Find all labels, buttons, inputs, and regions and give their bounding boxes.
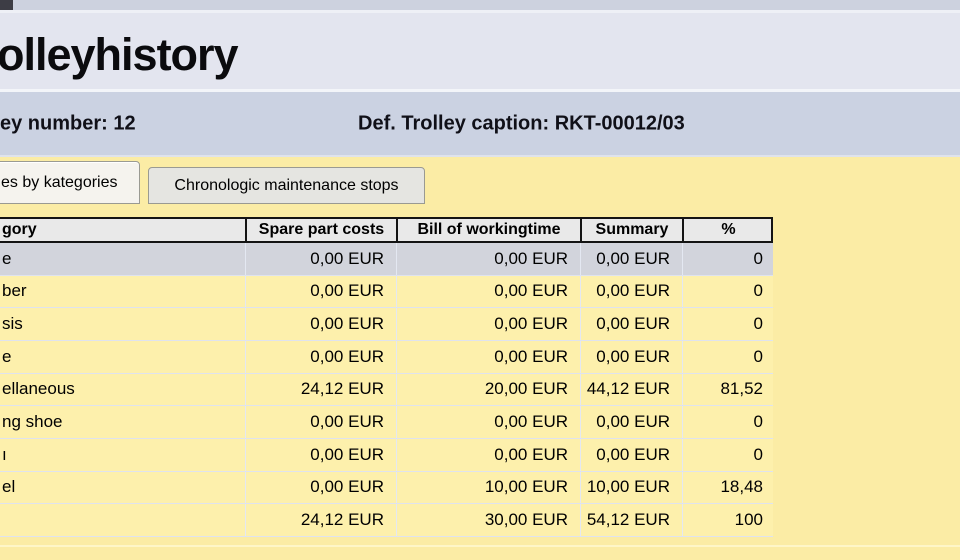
cell-bill: 0,00 EUR (396, 275, 580, 308)
table-row[interactable]: ellaneous 24,12 EUR 20,00 EUR 44,12 EUR … (0, 373, 773, 407)
cell-bill: 0,00 EUR (396, 340, 580, 373)
tab-label: Chronologic maintenance stops (174, 176, 399, 194)
header-category[interactable]: gory (2, 221, 37, 238)
cell-summary: 0,00 EUR (580, 275, 682, 308)
cell-percent: 81,52 (682, 373, 773, 406)
cell-summary: 0,00 EUR (580, 340, 682, 373)
cell-summary: 0,00 EUR (580, 438, 682, 471)
cell-percent: 100 (682, 504, 773, 536)
cell-spare: 0,00 EUR (245, 438, 396, 471)
cell-summary: 0,00 EUR (580, 308, 682, 340)
cell-percent: 18,48 (682, 471, 773, 504)
cell-category: ng shoe (2, 412, 63, 432)
tab-label: es by kategories (1, 173, 118, 191)
cell-bill: 0,00 EUR (396, 308, 580, 340)
table-body: e 0,00 EUR 0,00 EUR 0,00 EUR 0 ber 0,00 … (0, 243, 773, 537)
table-total-row[interactable]: 24,12 EUR 30,00 EUR 54,12 EUR 100 (0, 504, 773, 537)
header-bill-of-workingtime[interactable]: Bill of workingtime (396, 219, 580, 241)
table-row[interactable]: el 0,00 EUR 10,00 EUR 10,00 EUR 18,48 (0, 471, 773, 505)
cell-bill: 0,00 EUR (396, 406, 580, 438)
page-title: olleyhistory (0, 29, 239, 80)
table-row[interactable]: ng shoe 0,00 EUR 0,00 EUR 0,00 EUR 0 (0, 406, 773, 439)
table-row[interactable]: e 0,00 EUR 0,00 EUR 0,00 EUR 0 (0, 340, 773, 374)
title-band: olleyhistory (0, 13, 960, 89)
chrome-divider (0, 10, 960, 13)
category-costs-table: gory Spare part costs Bill of workingtim… (0, 217, 773, 537)
cell-bill: 30,00 EUR (396, 504, 580, 536)
cell-category: e (2, 346, 12, 366)
cell-category: ber (2, 281, 27, 301)
cell-percent: 0 (682, 243, 773, 275)
cell-percent: 0 (682, 275, 773, 308)
cell-category: ellaneous (2, 379, 75, 399)
cell-percent: 0 (682, 406, 773, 438)
cell-category: ı (2, 444, 7, 464)
tab-costs-by-kategories[interactable]: es by kategories (0, 161, 140, 204)
cell-bill: 0,00 EUR (396, 438, 580, 471)
info-band-divider (0, 155, 960, 157)
cell-summary: 44,12 EUR (580, 373, 682, 406)
header-percent[interactable]: % (682, 219, 773, 241)
info-band: ey number: 12 Def. Trolley caption: RKT-… (0, 92, 960, 155)
window-icon-fragment (0, 0, 13, 11)
cell-percent: 0 (682, 308, 773, 340)
bottom-groove (0, 545, 960, 547)
cell-category (0, 504, 245, 536)
cell-spare: 0,00 EUR (245, 471, 396, 504)
trolley-caption-label: Def. Trolley caption: RKT-00012/03 (358, 112, 685, 134)
cell-percent: 0 (682, 438, 773, 471)
cell-category: e (2, 248, 12, 268)
cell-summary: 10,00 EUR (580, 471, 682, 504)
cell-spare: 0,00 EUR (245, 340, 396, 373)
top-chrome-strip (0, 0, 960, 11)
cell-spare: 0,00 EUR (245, 308, 396, 340)
table-row[interactable]: sis 0,00 EUR 0,00 EUR 0,00 EUR 0 (0, 308, 773, 341)
trolley-number-label: ey number: 12 (0, 112, 136, 134)
cell-spare: 24,12 EUR (245, 373, 396, 406)
cell-bill: 10,00 EUR (396, 471, 580, 504)
cell-category: el (2, 477, 16, 497)
cell-bill: 0,00 EUR (396, 243, 580, 275)
cell-summary: 0,00 EUR (580, 243, 682, 275)
tab-chronologic-maintenance-stops[interactable]: Chronologic maintenance stops (148, 167, 425, 204)
cell-spare: 0,00 EUR (245, 406, 396, 438)
cell-summary: 0,00 EUR (580, 406, 682, 438)
table-row[interactable]: ı 0,00 EUR 0,00 EUR 0,00 EUR 0 (0, 438, 773, 472)
cell-spare: 24,12 EUR (245, 504, 396, 536)
cell-bill: 20,00 EUR (396, 373, 580, 406)
cell-percent: 0 (682, 340, 773, 373)
cell-spare: 0,00 EUR (245, 275, 396, 308)
table-row[interactable]: e 0,00 EUR 0,00 EUR 0,00 EUR 0 (0, 243, 773, 276)
cell-category: sis (2, 314, 23, 334)
header-spare-part-costs[interactable]: Spare part costs (245, 219, 396, 241)
band-divider (0, 89, 960, 92)
cell-spare: 0,00 EUR (245, 243, 396, 275)
table-row[interactable]: ber 0,00 EUR 0,00 EUR 0,00 EUR 0 (0, 275, 773, 309)
header-summary[interactable]: Summary (580, 219, 682, 241)
table-header-row: gory Spare part costs Bill of workingtim… (0, 217, 773, 243)
cell-summary: 54,12 EUR (580, 504, 682, 536)
